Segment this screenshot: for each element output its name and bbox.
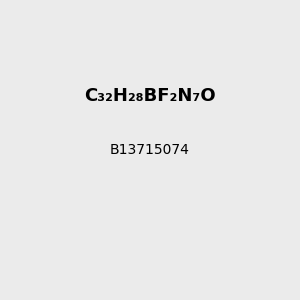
Text: C₃₂H₂₈BF₂N₇O: C₃₂H₂₈BF₂N₇O xyxy=(84,87,216,105)
Text: B13715074: B13715074 xyxy=(110,143,190,157)
